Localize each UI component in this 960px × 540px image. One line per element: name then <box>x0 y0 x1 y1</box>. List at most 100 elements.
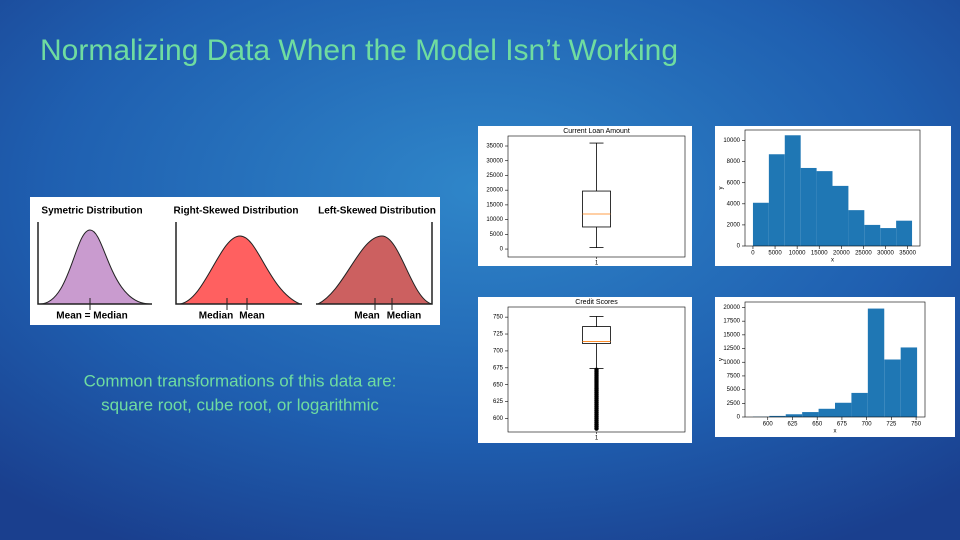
x-tick-label: 10000 <box>789 251 806 257</box>
chart-title: Current Loan Amount <box>563 128 630 135</box>
y-tick-label: 15000 <box>486 202 503 208</box>
histogram-bar <box>818 408 835 417</box>
histogram-bar <box>768 154 785 246</box>
x-tick-label: 600 <box>763 422 774 428</box>
x-tick-label: 25000 <box>855 251 872 257</box>
x-tick-label: 750 <box>911 422 922 428</box>
y-tick-label: 30000 <box>486 158 503 164</box>
plot-frame <box>744 129 921 247</box>
histogram-bar <box>785 414 803 417</box>
x-tick-label: 625 <box>787 422 798 428</box>
y-tick-label: 10000 <box>723 138 740 144</box>
x-tick-label: 675 <box>837 422 848 428</box>
x-tick-label: 15000 <box>811 251 828 257</box>
histogram-bar <box>884 359 901 417</box>
slide-title: Normalizing Data When the Model Isn’t Wo… <box>40 34 678 67</box>
x-tick-label: 700 <box>862 422 873 428</box>
histogram-bar <box>896 220 913 246</box>
distribution-diagram: Symetric Distribution Right-Skewed Distr… <box>30 197 440 325</box>
y-tick-label: 750 <box>493 315 504 321</box>
y-tick-label: 5000 <box>490 232 504 238</box>
y-tick-label: 625 <box>493 399 504 405</box>
y-axis-label: y <box>719 187 725 190</box>
symmetric-curve <box>39 229 151 305</box>
right-skew-curve <box>179 235 301 305</box>
histogram-bar <box>864 224 881 246</box>
y-tick-label: 725 <box>493 332 504 338</box>
diagram-label: Median <box>199 311 233 322</box>
x-tick-label: 0 <box>751 251 755 257</box>
diagram-title: Left-Skewed Distribution <box>318 206 436 217</box>
y-tick-label: 2000 <box>727 222 741 228</box>
plot-frame <box>507 306 686 433</box>
y-tick-label: 17500 <box>723 319 740 325</box>
y-tick-label: 20000 <box>723 305 740 311</box>
y-tick-label: 15000 <box>723 332 740 338</box>
outlier <box>594 367 599 373</box>
y-tick-label: 0 <box>500 247 504 253</box>
diagram-axes <box>37 222 433 305</box>
y-tick-label: 0 <box>737 415 741 421</box>
histogram-bar <box>900 347 918 417</box>
diagram-label: Mean = Median <box>56 311 127 322</box>
y-tick-label: 700 <box>493 348 504 354</box>
diagram-label: Mean <box>354 311 380 322</box>
y-tick-label: 2500 <box>727 401 741 407</box>
y-tick-label: 0 <box>737 244 741 250</box>
diagram-title: Symetric Distribution <box>41 206 142 217</box>
y-tick-label: 5000 <box>727 387 741 393</box>
x-axis-label: x <box>831 258 834 264</box>
chart-panel <box>478 297 692 443</box>
y-tick-label: 25000 <box>486 173 503 179</box>
y-tick-label: 10000 <box>486 217 503 223</box>
caption: Common transformations of this data are: <box>84 371 397 390</box>
x-tick-label: 1 <box>595 436 599 442</box>
y-axis-label: y <box>719 358 725 361</box>
x-tick-label: 725 <box>886 422 897 428</box>
left-skew-curve <box>317 235 433 305</box>
x-axis-label: x <box>834 429 837 435</box>
y-tick-label: 4000 <box>727 201 741 207</box>
histogram-bar <box>800 167 817 246</box>
chart-title: Credit Scores <box>575 299 618 306</box>
y-tick-label: 10000 <box>723 360 740 366</box>
histogram-bar <box>802 412 819 417</box>
x-tick-label: 1 <box>595 261 599 267</box>
y-tick-label: 20000 <box>486 188 503 194</box>
y-tick-label: 675 <box>493 365 504 371</box>
histogram-bar <box>851 392 868 417</box>
chart-panel <box>478 126 692 266</box>
x-tick-label: 35000 <box>899 251 916 257</box>
histogram-bar <box>835 402 852 417</box>
y-tick-label: 12500 <box>723 346 740 352</box>
histogram-bar <box>880 228 897 246</box>
histogram-bar <box>848 210 865 246</box>
y-tick-label: 35000 <box>486 144 503 150</box>
histogram-bar <box>867 308 885 417</box>
x-tick-label: 650 <box>812 422 823 428</box>
x-tick-label: 20000 <box>833 251 850 257</box>
plot-frame <box>744 301 926 418</box>
diagram-title: Right-Skewed Distribution <box>174 206 299 217</box>
histogram-bar <box>769 415 786 417</box>
plot-frame <box>507 135 686 258</box>
x-tick-label: 30000 <box>877 251 894 257</box>
histogram-bar <box>816 171 833 246</box>
y-tick-label: 8000 <box>727 159 741 165</box>
histogram-bar <box>784 135 801 246</box>
diagram-label: Mean <box>239 311 265 322</box>
y-tick-label: 600 <box>493 416 504 422</box>
histogram-bar <box>832 185 849 246</box>
diagram-label: Median <box>387 311 421 322</box>
box <box>582 326 611 344</box>
y-tick-label: 650 <box>493 382 504 388</box>
x-tick-label: 5000 <box>768 251 782 257</box>
y-tick-label: 6000 <box>727 180 741 186</box>
caption: square root, cube root, or logarithmic <box>101 395 379 414</box>
diagram-markers <box>89 298 393 310</box>
box <box>582 190 611 228</box>
y-tick-label: 7500 <box>727 374 741 380</box>
histogram-bar <box>752 202 769 246</box>
